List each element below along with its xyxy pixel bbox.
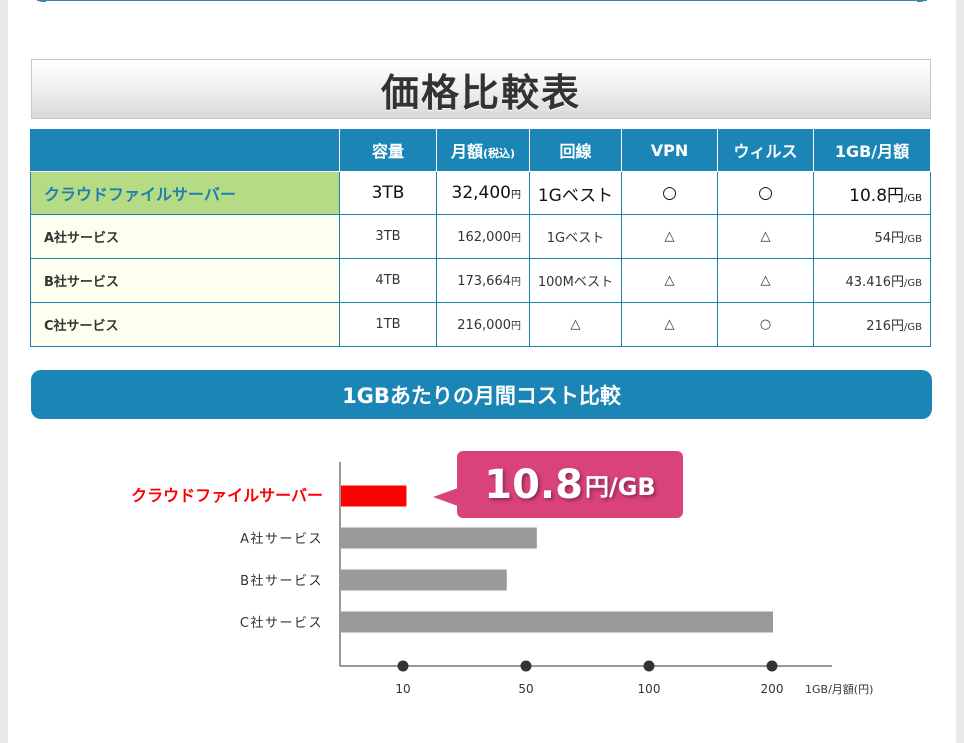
per-gb-cell: 10.8円/GB [813, 171, 931, 215]
vpn-cell: △ [621, 302, 718, 347]
x-tick-label-0: 10 [395, 682, 410, 696]
price-cell: 216,000円 [436, 302, 530, 347]
x-tick-label-2: 100 [638, 682, 661, 696]
category-label-2: B社サービス [240, 573, 323, 589]
per-gb-value: 54円 [874, 231, 905, 246]
per-gb-unit: /GB [904, 234, 922, 245]
callout-unit: 円/GB [584, 473, 656, 501]
line-cell: △ [529, 302, 622, 347]
bar-1 [341, 527, 537, 549]
line-cell: 1Gベスト [529, 214, 622, 259]
table-row: クラウドファイルサーバー 3TB 32,400円 1Gベスト ○ ○ 10.8円… [30, 171, 931, 215]
capacity-cell: 3TB [339, 214, 437, 259]
per-gb-unit: /GB [904, 322, 922, 333]
comparison-table: 容量 月額(税込) 回線 VPN ウィルス 1GB/月額 クラウドファイルサーバ… [30, 128, 931, 347]
price-cell: 173,664円 [436, 258, 530, 303]
line-cell: 100Mベスト [529, 258, 622, 303]
vpn-cell: ○ [621, 171, 718, 215]
x-tick-label-3: 200 [761, 682, 784, 696]
virus-cell: ○ [717, 171, 814, 215]
header-price: 月額(税込) [436, 128, 530, 172]
chart-section-title: 1GBあたりの月間コスト比較 [31, 370, 932, 419]
table-row: B社サービス 4TB 173,664円 100Mベスト △ △ 43.416円/… [30, 258, 931, 303]
cost-bar-chart: クラウドファイルサーバー A社サービス B社サービス C社サービス 10 50 100 200… [131, 462, 873, 696]
callout-value: 10.8 [484, 461, 583, 508]
table-row: C社サービス 1TB 216,000円 △ △ ○ 216円/GB [30, 302, 931, 347]
per-gb-value: 10.8円 [849, 185, 905, 206]
x-tick-label-1: 50 [518, 682, 533, 696]
per-gb-value: 216円 [866, 319, 905, 334]
bar-0 [341, 485, 407, 507]
header-virus: ウィルス [717, 128, 814, 172]
price-value: 216,000 [457, 317, 511, 333]
price-value: 32,400 [451, 183, 511, 203]
category-label-1: A社サービス [240, 531, 323, 547]
per-gb-cell: 43.416円/GB [813, 258, 931, 303]
capacity-cell: 4TB [339, 258, 437, 303]
price-cell: 162,000円 [436, 214, 530, 259]
category-label-3: C社サービス [240, 615, 323, 631]
virus-cell: ○ [717, 302, 814, 347]
price-unit: 円 [511, 320, 521, 332]
virus-cell: △ [717, 214, 814, 259]
per-gb-value: 43.416円 [845, 275, 905, 290]
x-tick-dot-3 [766, 660, 778, 672]
price-value: 173,664 [457, 273, 511, 289]
per-gb-cell: 216円/GB [813, 302, 931, 347]
header-capacity: 容量 [339, 128, 437, 172]
header-blank [30, 128, 340, 172]
header-vpn: VPN [621, 128, 718, 172]
per-gb-cell: 54円/GB [813, 214, 931, 259]
per-gb-unit: /GB [904, 278, 922, 289]
price-unit: 円 [511, 232, 521, 244]
table-row: A社サービス 3TB 162,000円 1Gベスト △ △ 54円/GB [30, 214, 931, 259]
bar-3 [341, 611, 773, 633]
vpn-cell: △ [621, 258, 718, 303]
capacity-cell: 3TB [339, 171, 437, 215]
service-name: C社サービス [30, 302, 340, 347]
line-cell: 1Gベスト [529, 171, 622, 215]
x-axis-label: 1GB/月額(円) [805, 683, 873, 696]
service-name: B社サービス [30, 258, 340, 303]
vpn-cell: △ [621, 214, 718, 259]
x-tick-dot-1 [520, 660, 532, 672]
category-label-0: クラウドファイルサーバー [131, 486, 323, 505]
page-title: 価格比較表 [380, 70, 581, 115]
x-tick-dot-0 [397, 660, 409, 672]
header-tax-note: (税込) [482, 147, 516, 160]
per-gb-unit: /GB [904, 192, 922, 204]
page-title-box: 価格比較表 [31, 59, 931, 119]
top-divider [37, 0, 927, 1]
price-unit: 円 [511, 276, 521, 288]
highlight-callout: 10.8 円/GB [433, 451, 683, 518]
capacity-cell: 1TB [339, 302, 437, 347]
service-name: A社サービス [30, 214, 340, 259]
header-price-label: 月額 [450, 142, 483, 161]
chart-section-title-text: 1GBあたりの月間コスト比較 [342, 383, 621, 408]
header-per-gb: 1GB/月額 [813, 128, 931, 172]
service-name: クラウドファイルサーバー [30, 171, 340, 215]
price-cell: 32,400円 [436, 171, 530, 215]
x-tick-dot-2 [643, 660, 655, 672]
price-unit: 円 [511, 190, 521, 201]
header-line: 回線 [529, 128, 622, 172]
price-value: 162,000 [457, 229, 511, 245]
table-header-row: 容量 月額(税込) 回線 VPN ウィルス 1GB/月額 [30, 128, 931, 172]
bar-2 [341, 569, 507, 591]
virus-cell: △ [717, 258, 814, 303]
